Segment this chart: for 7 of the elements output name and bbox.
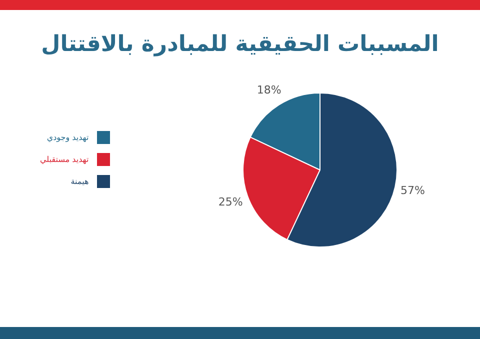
chart-title: المسببات الحقيقية للمبادرة بالاقتتال xyxy=(40,32,440,57)
legend-label: تهديد مستقبلي xyxy=(40,154,89,164)
data-label: 18% xyxy=(256,83,282,96)
legend-label: تهديد وجودي xyxy=(46,132,89,142)
data-label: 57% xyxy=(400,184,425,198)
legend-label: هيمنة xyxy=(70,176,89,186)
data-label: 25% xyxy=(218,196,243,209)
